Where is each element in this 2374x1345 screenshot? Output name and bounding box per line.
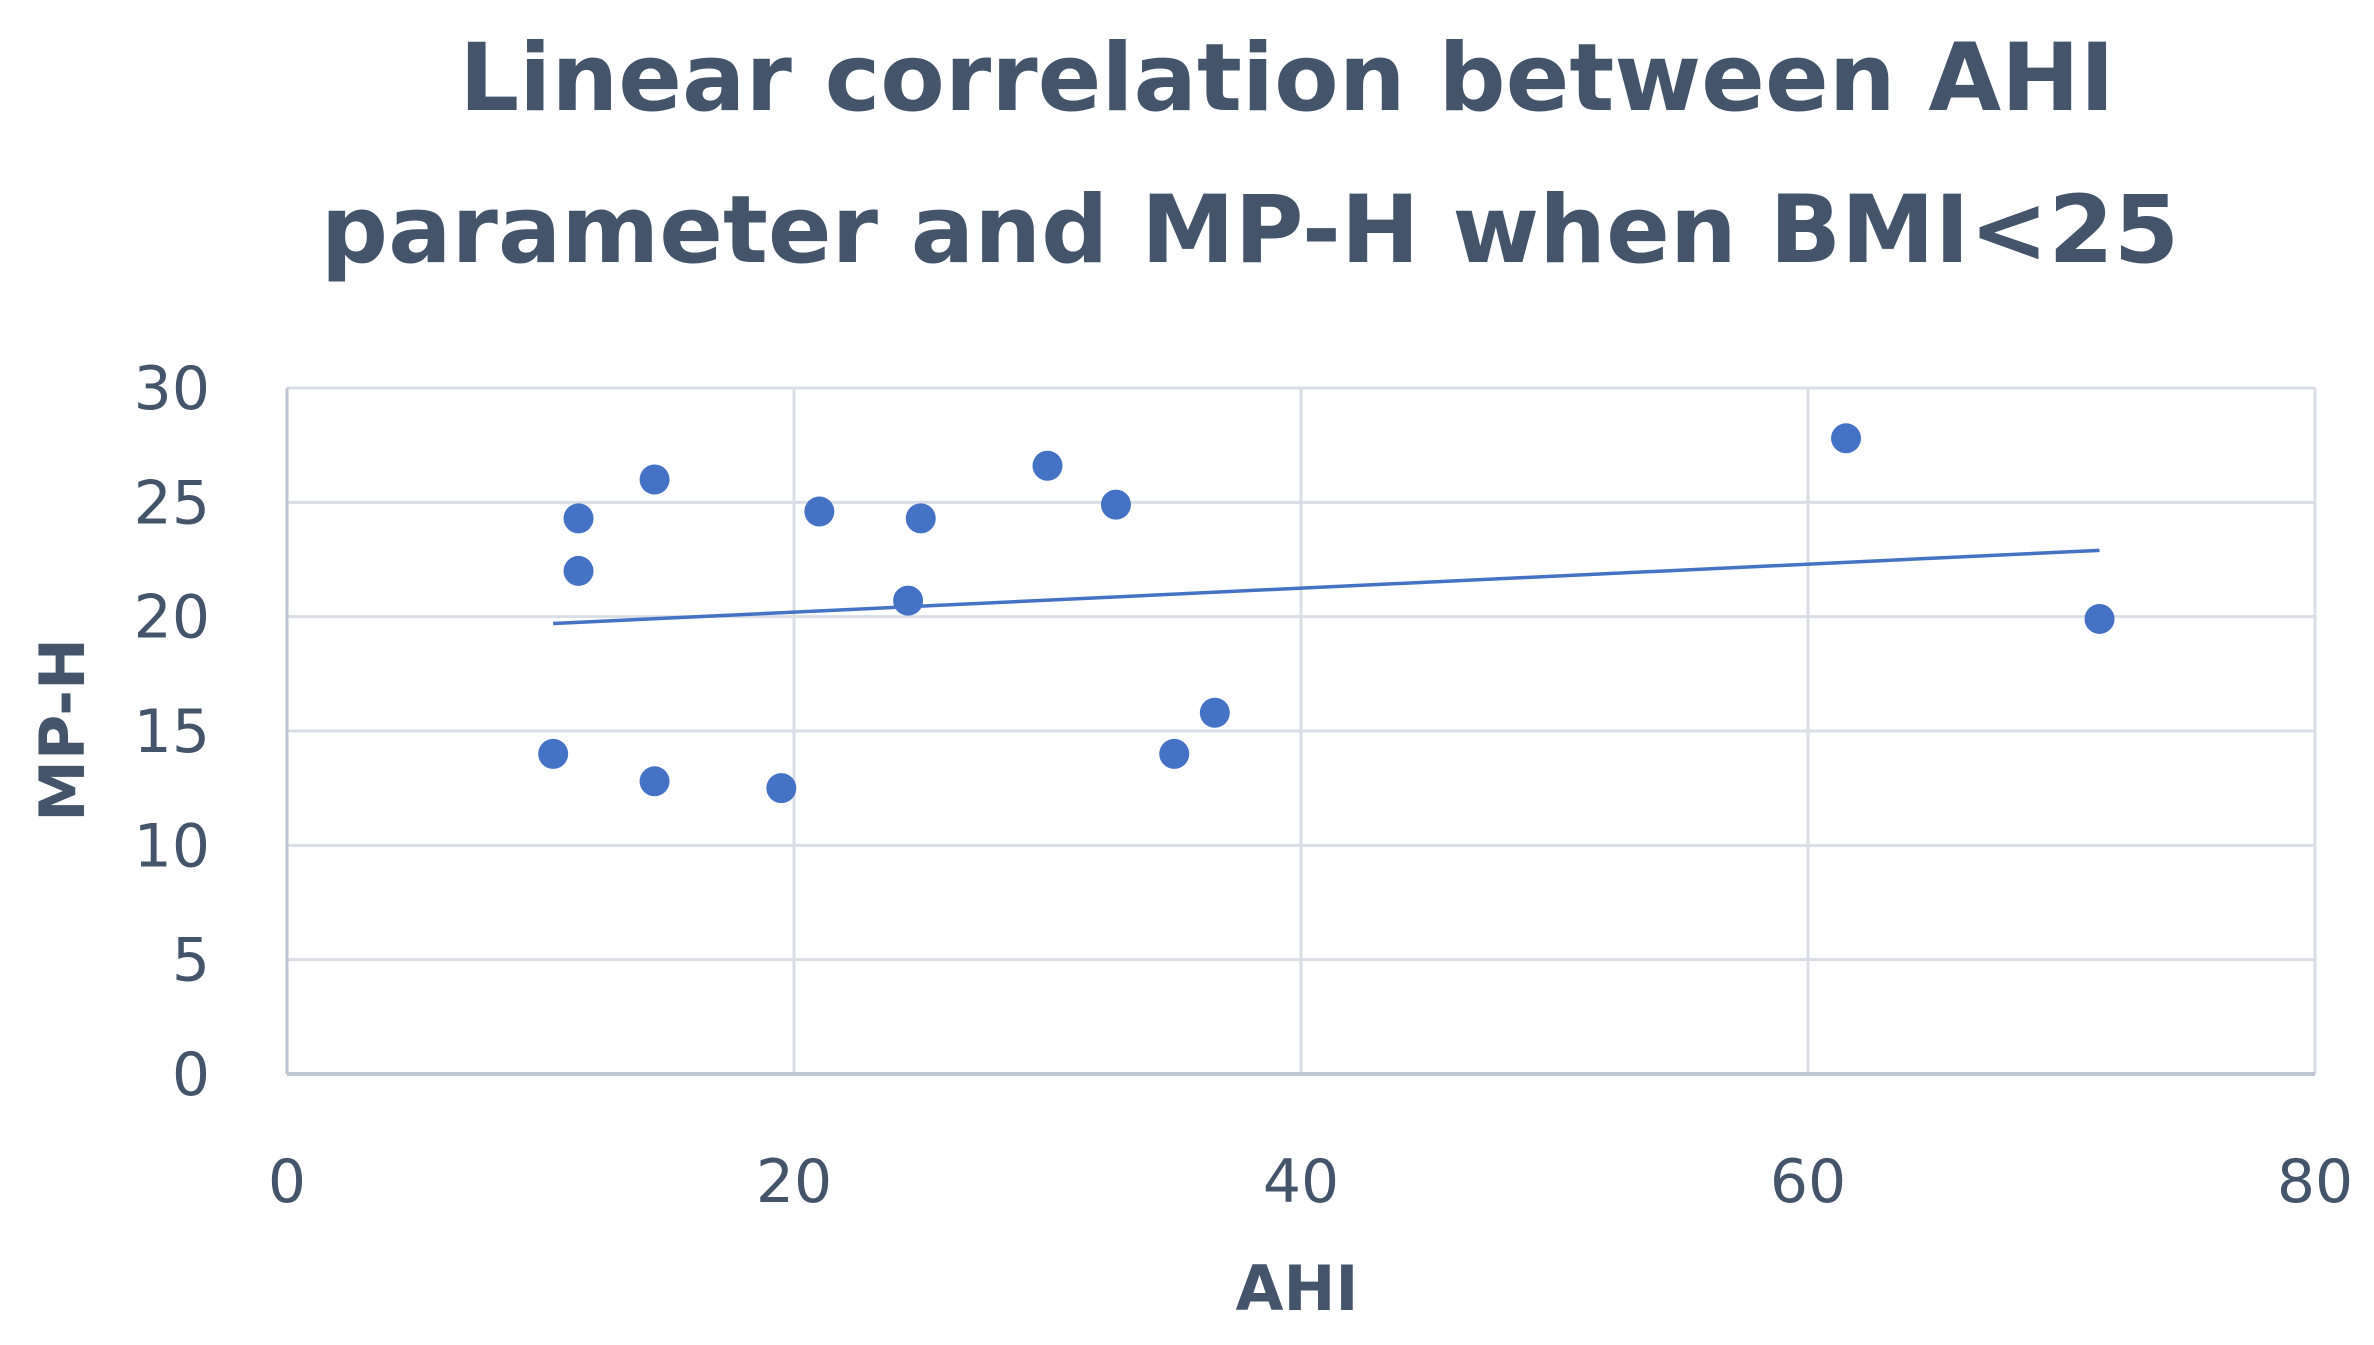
- y-tick-label: 25: [134, 468, 210, 538]
- data-point: [1032, 450, 1063, 481]
- data-point: [563, 555, 594, 586]
- data-point: [639, 766, 670, 797]
- y-tick-label: 5: [172, 926, 210, 996]
- x-tick-label: 20: [756, 1147, 832, 1217]
- y-tick-label: 15: [134, 697, 210, 767]
- y-tick-label: 10: [134, 811, 210, 881]
- x-axis-title: AHI: [1236, 1252, 1359, 1325]
- tick-labels: 0 5 10 15 20 25 30 0 20 40 60 80: [134, 354, 2354, 1217]
- data-point: [804, 496, 835, 527]
- data-point: [893, 585, 924, 616]
- data-point: [1831, 423, 1862, 454]
- data-point: [1100, 489, 1131, 520]
- data-point: [538, 738, 569, 769]
- x-tick-label: 80: [2277, 1147, 2353, 1217]
- x-tick-label: 40: [1263, 1147, 1339, 1217]
- data-point: [1199, 697, 1230, 728]
- y-tick-label: 20: [134, 583, 210, 653]
- data-point: [766, 773, 797, 804]
- y-tick-label: 0: [172, 1040, 210, 1110]
- y-axis-title: MP-H: [26, 638, 99, 822]
- grid: [285, 386, 2317, 1076]
- x-tick-label: 60: [1770, 1147, 1846, 1217]
- chart-title-line-2: parameter and MP-H when BMI<25: [321, 176, 2179, 285]
- data-point: [905, 503, 936, 534]
- data-point: [563, 503, 594, 534]
- data-points: [538, 423, 2115, 804]
- chart-title-line-1: Linear correlation between AHI: [459, 24, 2114, 133]
- trendline: [553, 548, 2100, 626]
- x-tick-label: 0: [268, 1147, 306, 1217]
- data-point: [1159, 738, 1190, 769]
- data-point: [639, 464, 670, 495]
- trendline-group: [553, 548, 2100, 626]
- y-tick-label: 30: [134, 354, 210, 424]
- data-point: [2084, 603, 2115, 634]
